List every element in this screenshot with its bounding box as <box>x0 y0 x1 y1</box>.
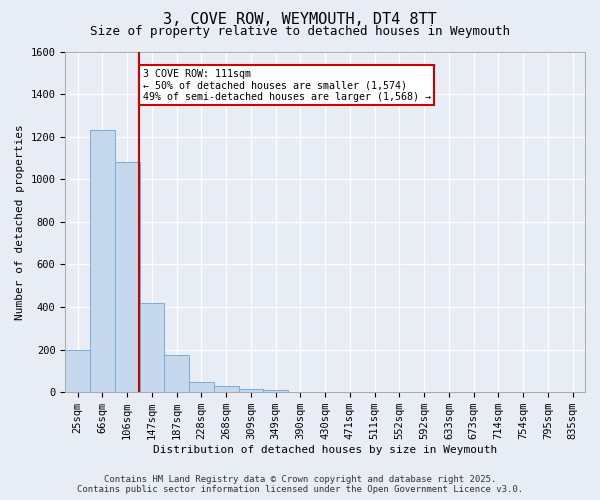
Bar <box>214 386 239 392</box>
Y-axis label: Number of detached properties: Number of detached properties <box>15 124 25 320</box>
Bar <box>263 390 288 392</box>
Text: 3 COVE ROW: 111sqm
← 50% of detached houses are smaller (1,574)
49% of semi-deta: 3 COVE ROW: 111sqm ← 50% of detached hou… <box>143 68 431 102</box>
Text: Contains HM Land Registry data © Crown copyright and database right 2025.
Contai: Contains HM Land Registry data © Crown c… <box>77 474 523 494</box>
Bar <box>189 382 214 392</box>
Bar <box>239 389 263 392</box>
Bar <box>140 303 164 392</box>
X-axis label: Distribution of detached houses by size in Weymouth: Distribution of detached houses by size … <box>153 445 497 455</box>
Bar <box>90 130 115 392</box>
Bar <box>115 162 140 392</box>
Text: Size of property relative to detached houses in Weymouth: Size of property relative to detached ho… <box>90 25 510 38</box>
Bar <box>164 355 189 392</box>
Text: 3, COVE ROW, WEYMOUTH, DT4 8TT: 3, COVE ROW, WEYMOUTH, DT4 8TT <box>163 12 437 28</box>
Bar <box>65 350 90 392</box>
